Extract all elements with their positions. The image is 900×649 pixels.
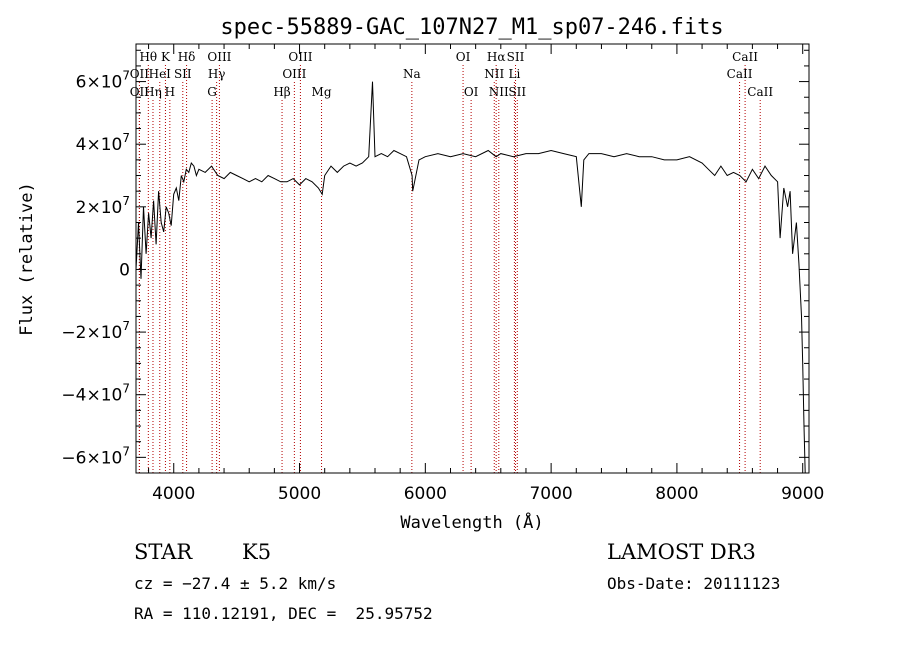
x-tick-label-3: 7000	[529, 484, 572, 504]
y-tick-exponent-5: 7	[122, 131, 130, 145]
marker-label-5: Hη	[144, 85, 162, 99]
x-tick-label-2: 6000	[404, 484, 447, 504]
marker-label-7: SII	[174, 67, 192, 81]
x-tick-label-4: 8000	[655, 484, 698, 504]
spectrum-line	[136, 81, 806, 473]
marker-label-24: SII	[508, 85, 526, 99]
y-tick-label-0: −6×107	[61, 444, 130, 468]
marker-label-22: SII	[507, 50, 525, 64]
line-markers: Hθ OII OII K HeI Hη Hδ SII H OIII Hγ G OIII OIII Hβ Mg N…	[130, 50, 773, 473]
marker-label-9: OIII	[207, 50, 231, 64]
marker-label-19: Hα	[487, 50, 506, 64]
y-tick-exponent-1: 7	[122, 382, 130, 396]
marker-label-25: CaII	[732, 50, 758, 64]
y-tick-label-3: 0	[119, 260, 130, 280]
marker-label-23: Li	[508, 67, 520, 81]
y-tick-label-5: 4×107	[76, 131, 130, 155]
marker-label-11: G	[207, 85, 217, 99]
marker-label-6: Hδ	[178, 50, 196, 64]
marker-label-26: CaII	[727, 67, 753, 81]
y-tick-mantissa-2: −2×10	[61, 323, 122, 343]
marker-label-4: HeI	[149, 67, 172, 81]
object-class: STAR	[134, 540, 193, 564]
radec-text: RA = 110.12191, DEC = 25.95752	[134, 604, 433, 623]
y-tick-mantissa-3: 0	[119, 260, 130, 280]
marker-label-1: OII	[130, 67, 150, 81]
y-tick-exponent-0: 7	[122, 444, 130, 458]
marker-label-15: Mg	[312, 85, 332, 99]
marker-label-2: OII	[130, 85, 150, 99]
y-tick-mantissa-4: 2×10	[76, 198, 123, 218]
marker-label-17: OI	[456, 50, 471, 64]
redshift-text: cz = −27.4 ± 5.2 km/s	[134, 574, 337, 593]
y-tick-mantissa-6: 6×10	[76, 73, 123, 93]
marker-label-16: Na	[403, 67, 421, 81]
x-tick-label-0: 4000	[152, 484, 195, 504]
y-tick-label-4: 2×107	[76, 194, 130, 218]
plot-frame	[135, 43, 810, 474]
marker-label-27: CaII	[747, 85, 773, 99]
y-axis-label: Flux (relative)	[17, 182, 37, 336]
chart-title: spec-55889-GAC_107N27_M1_sp07-246.fits	[220, 15, 723, 40]
marker-label-0: Hθ	[139, 50, 157, 64]
marker-label-21: NII	[489, 85, 509, 99]
y-tick-exponent-6: 7	[122, 69, 130, 83]
marker-label-14: Hβ	[273, 85, 290, 99]
y-tick-label-2: −2×107	[61, 319, 130, 343]
y-tick-exponent-2: 7	[122, 319, 130, 333]
y-tick-label-1: −4×107	[61, 382, 130, 406]
obs-date-text: Obs-Date: 20111123	[607, 574, 781, 593]
y-tick-label-6: 6×107	[76, 69, 130, 93]
x-tick-label-1: 5000	[278, 484, 321, 504]
survey-name: LAMOST DR3	[607, 540, 756, 564]
y-tick-mantissa-0: −6×10	[61, 448, 122, 468]
marker-label-18: OI	[464, 85, 479, 99]
y-tick-exponent-4: 7	[122, 194, 130, 208]
marker-label-12: OIII	[288, 50, 312, 64]
y-tick-mantissa-1: −4×10	[61, 386, 122, 406]
marker-label-10: Hγ	[208, 67, 226, 81]
y-tick-mantissa-5: 4×10	[76, 135, 123, 155]
marker-label-8: H	[165, 85, 175, 99]
x-tick-label-5: 9000	[781, 484, 824, 504]
marker-label-13: OIII	[282, 67, 306, 81]
object-subclass: K5	[242, 540, 272, 564]
marker-label-3: K	[161, 50, 171, 64]
x-axis-label: Wavelength (Å)	[400, 511, 543, 533]
marker-label-20: NII	[484, 67, 504, 81]
axis-ticks: 4000 5000 6000 7000 8000 9000−6×107−4×107−2×1…	[61, 44, 824, 504]
